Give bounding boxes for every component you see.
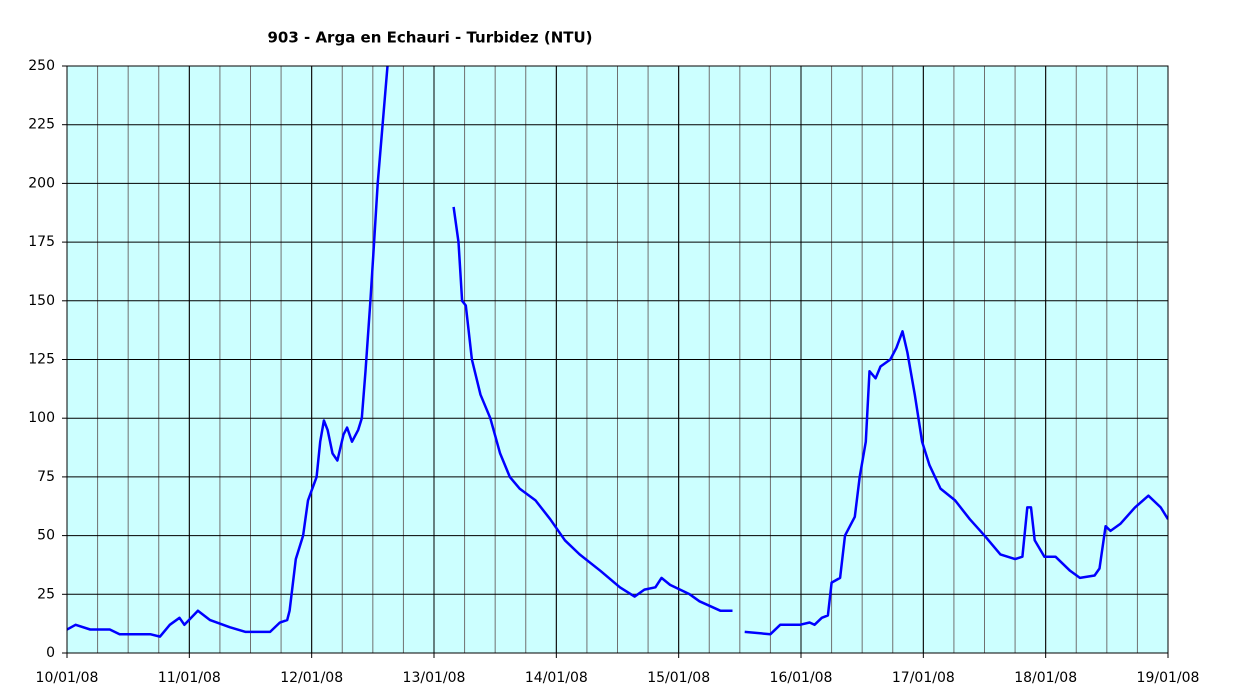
y-tick-label: 200 [28, 175, 55, 191]
y-tick-label: 125 [28, 352, 55, 368]
y-tick-label: 50 [37, 528, 55, 544]
y-tick-label: 100 [28, 410, 55, 426]
chart-title: 903 - Arga en Echauri - Turbidez (NTU) [267, 29, 592, 47]
x-tick-label: 17/01/08 [892, 670, 955, 686]
y-tick-label: 250 [28, 58, 55, 74]
y-tick-label: 25 [37, 586, 55, 602]
y-tick-label: 150 [28, 293, 55, 309]
data-line [67, 66, 1168, 638]
y-tick-label: 225 [28, 117, 55, 133]
labels: 0 25 50 75 100 125 150 175 200 225 250 10/01/08 11/0… [28, 58, 1199, 686]
x-tick-label: 12/01/08 [280, 670, 343, 686]
y-tick-label: 175 [28, 234, 55, 250]
x-tick-label: 10/01/08 [36, 670, 99, 686]
x-tick-label: 15/01/08 [647, 670, 710, 686]
y-tick-label: 0 [46, 645, 55, 661]
x-tick-label: 11/01/08 [158, 670, 221, 686]
x-tick-label: 19/01/08 [1137, 670, 1200, 686]
y-tick-label: 75 [37, 469, 55, 485]
x-tick-label: 13/01/08 [403, 670, 466, 686]
x-tick-label: 14/01/08 [525, 670, 588, 686]
x-tick-label: 18/01/08 [1014, 670, 1077, 686]
x-tick-label: 16/01/08 [770, 670, 833, 686]
lines [67, 66, 1168, 638]
